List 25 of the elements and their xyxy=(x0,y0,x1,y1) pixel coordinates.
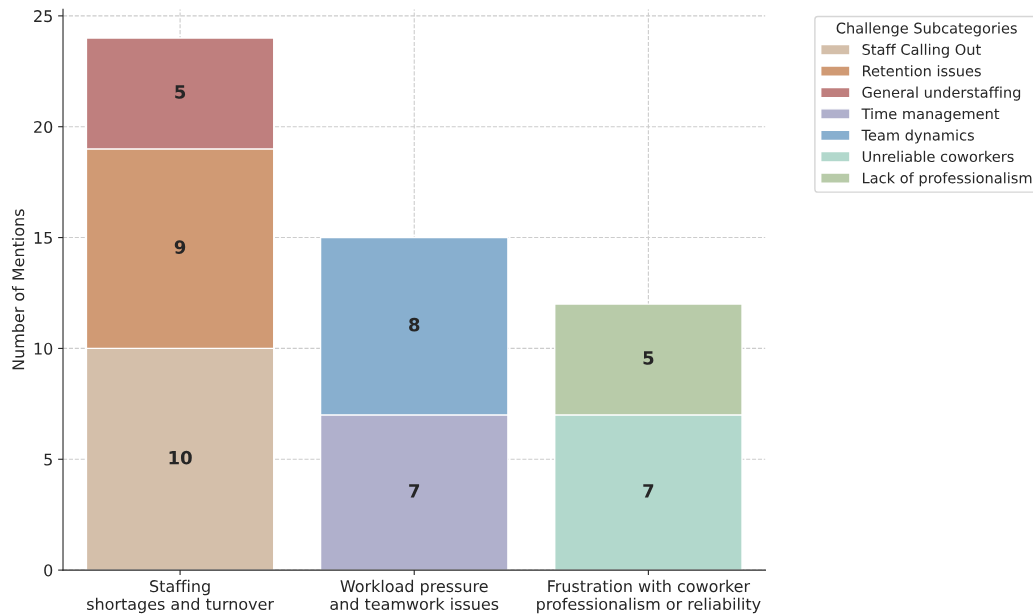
data-label: 7 xyxy=(643,484,654,498)
y-tick-label: 5 xyxy=(44,453,52,466)
legend-title: Challenge Subcategories xyxy=(836,22,1017,37)
legend-label: Unreliable coworkers xyxy=(862,150,1014,163)
data-label: 10 xyxy=(169,450,192,465)
data-label: 5 xyxy=(175,85,186,99)
legend-label: Retention issues xyxy=(862,65,981,77)
y-tick-label: 25 xyxy=(34,10,52,23)
data-label: 9 xyxy=(174,240,186,254)
x-tick-label: Staffing shortages and turnover xyxy=(87,579,274,614)
legend-label: General understaffing xyxy=(862,86,1021,101)
legend-label: Time management xyxy=(861,107,1000,123)
data-label: 7 xyxy=(409,484,420,498)
legend-label: Lack of professionalism xyxy=(862,172,1032,187)
data-label: 5 xyxy=(643,351,654,365)
x-tick-label: Frustration with coworker professionalism or reliability xyxy=(537,579,761,614)
legend-label: Staff Calling Out xyxy=(862,43,981,58)
x-tick-label: Workload pressure and teamwork issues xyxy=(330,579,499,611)
y-tick-label: 15 xyxy=(34,231,52,244)
y-tick-label: 0 xyxy=(44,564,53,577)
legend-label: Team dynamics xyxy=(861,129,974,144)
data-label: 8 xyxy=(409,317,420,332)
y-tick-label: 10 xyxy=(34,342,53,355)
y-tick-label: 20 xyxy=(34,120,53,134)
y-axis-title: Number of Mentions xyxy=(11,209,25,370)
